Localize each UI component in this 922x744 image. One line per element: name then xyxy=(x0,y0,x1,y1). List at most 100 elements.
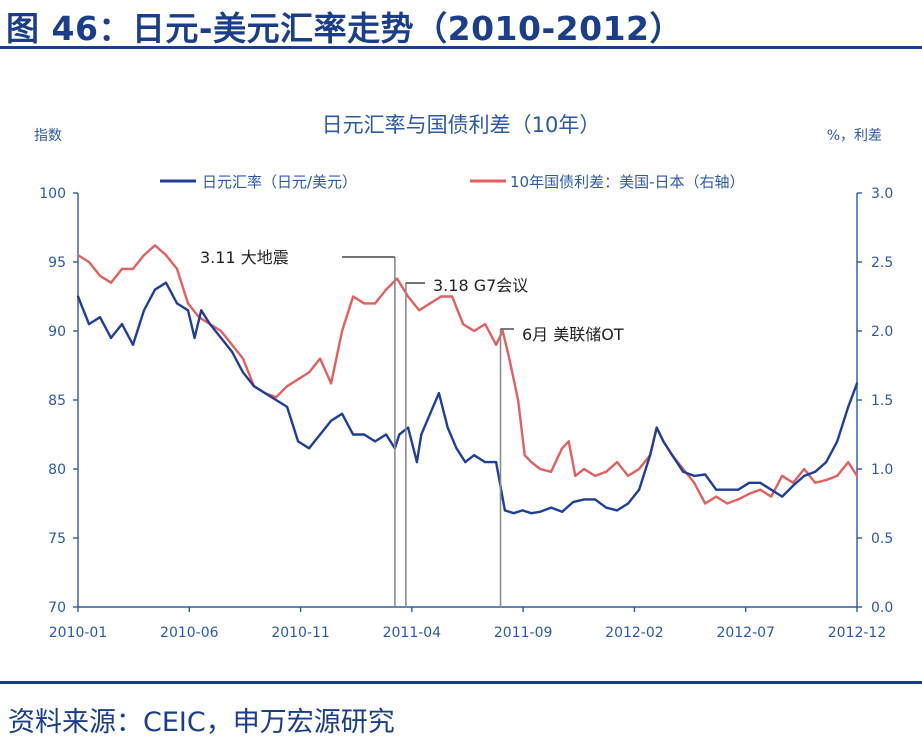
data-point xyxy=(241,357,245,360)
data-point xyxy=(704,473,707,476)
data-point xyxy=(792,481,795,484)
data-point xyxy=(352,295,355,298)
data-point xyxy=(230,350,234,353)
data-point xyxy=(501,329,504,333)
data-point xyxy=(638,488,641,491)
data-point xyxy=(512,512,515,515)
data-point xyxy=(429,412,432,415)
data-point xyxy=(297,440,300,443)
y2-tick-label: 0.0 xyxy=(871,600,893,616)
data-point xyxy=(230,343,234,346)
data-point xyxy=(781,495,784,498)
data-point xyxy=(495,461,498,464)
data-point xyxy=(330,419,333,422)
data-point xyxy=(649,454,652,457)
data-point xyxy=(836,440,839,443)
data-point xyxy=(341,329,344,333)
data-point xyxy=(186,309,190,312)
legend-label-spread: 10年国债利差：美国-日本（右轴） xyxy=(510,173,745,191)
data-point xyxy=(550,470,553,473)
data-point xyxy=(374,440,377,443)
data-point xyxy=(120,267,124,270)
data-point xyxy=(825,478,828,482)
data-point xyxy=(523,454,526,457)
data-point xyxy=(308,447,311,450)
data-point xyxy=(508,357,511,360)
data-point xyxy=(437,392,440,395)
data-point xyxy=(572,501,575,504)
data-point xyxy=(748,481,751,484)
data-point xyxy=(219,336,223,339)
data-point xyxy=(252,385,256,388)
data-point xyxy=(594,474,597,477)
data-point xyxy=(87,260,91,264)
data-point xyxy=(219,329,223,333)
y2-axis-label: %，利差 xyxy=(827,128,882,144)
data-point xyxy=(341,412,344,415)
data-point xyxy=(446,426,449,429)
data-point xyxy=(503,509,506,512)
data-point xyxy=(451,295,454,298)
data-point xyxy=(352,433,355,436)
data-point xyxy=(308,371,311,374)
data-point xyxy=(263,392,267,395)
data-point xyxy=(561,447,564,450)
data-point xyxy=(530,461,533,464)
data-point xyxy=(539,467,542,471)
series-yen xyxy=(76,281,859,515)
data-point xyxy=(605,470,608,473)
data-point xyxy=(715,495,718,498)
data-point xyxy=(363,433,366,436)
y-tick-label: 85 xyxy=(48,393,66,409)
data-point xyxy=(781,474,784,477)
data-point xyxy=(120,323,124,326)
data-point xyxy=(297,378,300,381)
data-point xyxy=(385,288,388,291)
data-point xyxy=(131,267,135,270)
data-point xyxy=(726,488,729,491)
data-point xyxy=(583,467,586,471)
data-point xyxy=(814,481,817,484)
data-point xyxy=(175,302,179,305)
data-point xyxy=(455,447,458,450)
data-point xyxy=(662,440,665,443)
data-point xyxy=(319,433,322,436)
data-point xyxy=(109,281,113,284)
data-point xyxy=(803,467,806,471)
data-point xyxy=(627,474,630,477)
data-point xyxy=(142,254,146,257)
data-point xyxy=(208,323,212,326)
x-tick-label: 2010-11 xyxy=(271,625,330,641)
y-axis-label: 指数 xyxy=(34,128,62,144)
data-point xyxy=(847,461,850,464)
data-point xyxy=(131,343,135,346)
data-point xyxy=(792,484,795,487)
data-point xyxy=(193,336,196,339)
data-point xyxy=(726,502,729,505)
data-point xyxy=(98,274,102,277)
source-note: 资料来源：CEIC，申万宏源研究 xyxy=(8,707,395,738)
data-point xyxy=(605,506,608,509)
data-point xyxy=(682,470,685,473)
data-point xyxy=(286,385,289,388)
data-point xyxy=(385,433,388,436)
data-point xyxy=(842,419,845,422)
data-point xyxy=(759,488,762,491)
data-point xyxy=(550,506,553,509)
data-point xyxy=(855,474,859,477)
data-point xyxy=(241,371,245,374)
series-line xyxy=(77,244,859,505)
y-tick-label: 90 xyxy=(48,324,66,340)
data-point xyxy=(76,295,80,298)
data-point xyxy=(715,488,718,491)
y-tick-label: 75 xyxy=(48,531,66,547)
data-point xyxy=(415,461,418,464)
x-tick-label: 2012-07 xyxy=(716,625,775,641)
y2-tick-label: 2.5 xyxy=(871,255,893,271)
data-point xyxy=(847,405,850,408)
data-point xyxy=(616,509,619,512)
data-point xyxy=(638,467,641,471)
data-point xyxy=(275,396,278,399)
data-point xyxy=(142,309,146,312)
y2-tick-label: 0.5 xyxy=(871,531,893,547)
